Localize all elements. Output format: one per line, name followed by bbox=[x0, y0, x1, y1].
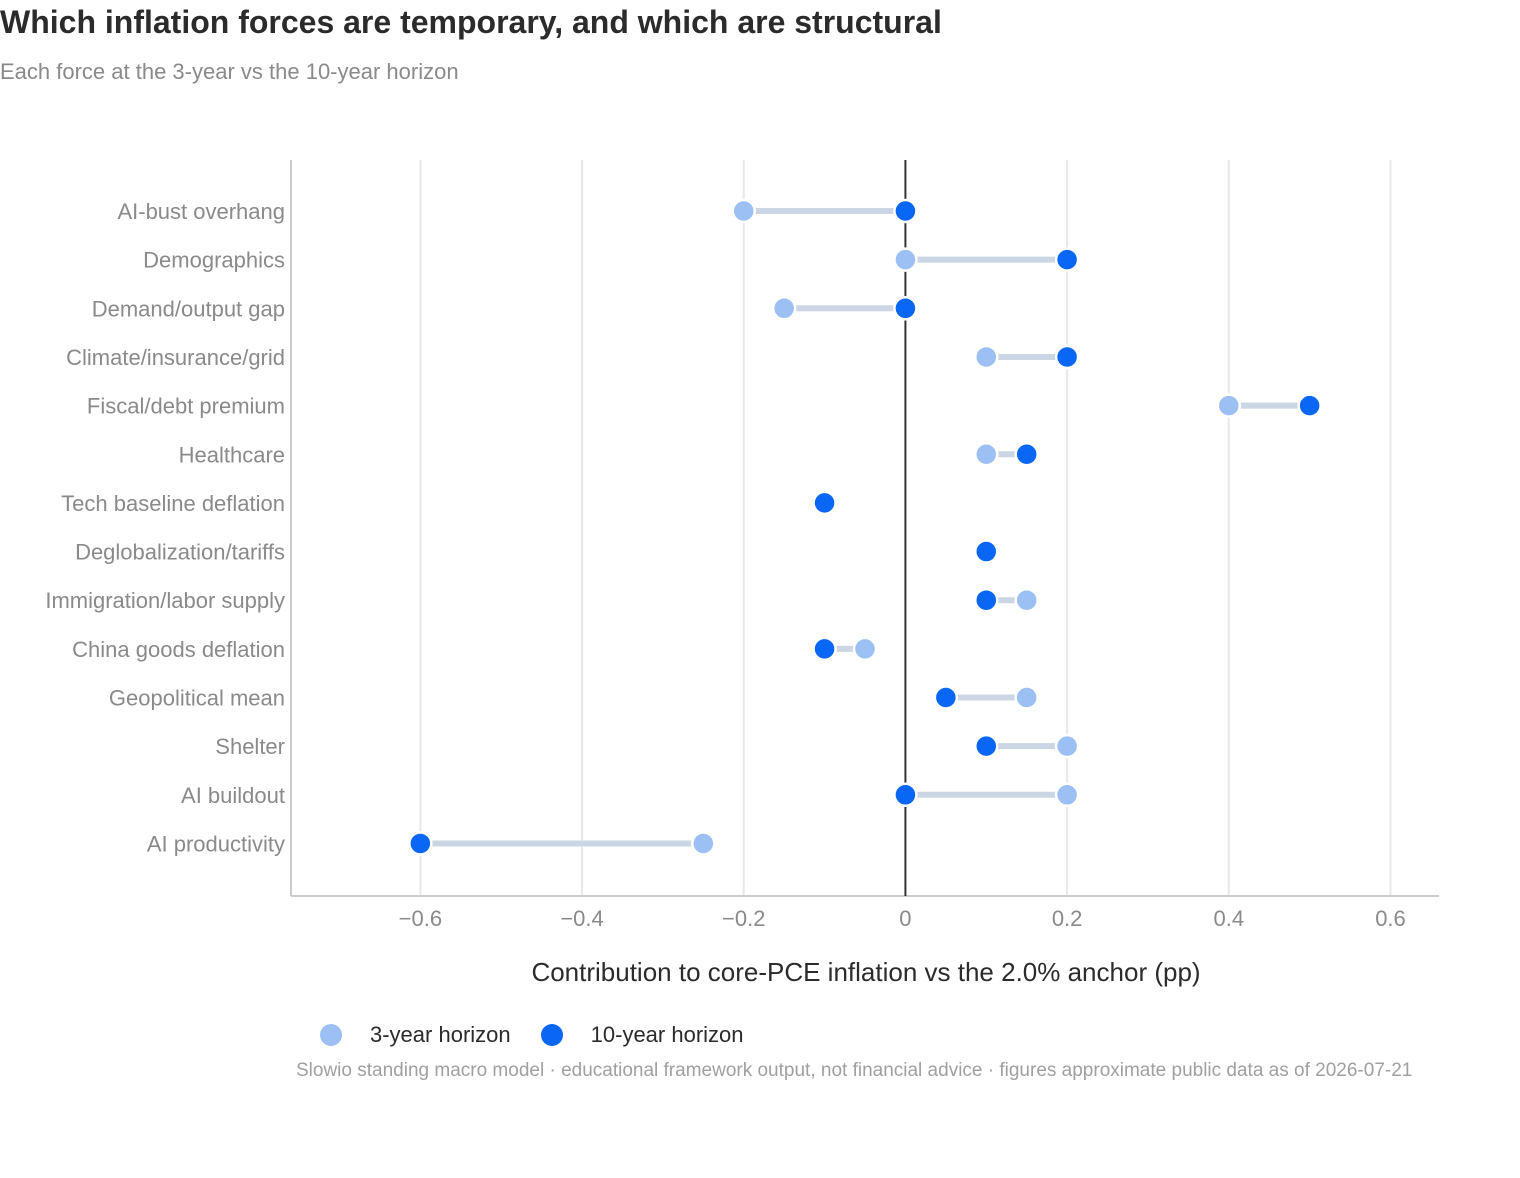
point-10-year bbox=[893, 782, 918, 808]
dumbbell-chart: −0.6 −0.4 −0.2 0 0.2 0.4 0.6 Contribution to co… bbox=[45, 160, 1439, 987]
category-label: Fiscal/debt premium bbox=[87, 394, 285, 419]
x-tick-label: 0.4 bbox=[1214, 906, 1245, 931]
point-10-year bbox=[933, 685, 959, 710]
point-10-year bbox=[974, 733, 999, 759]
category-label: AI productivity bbox=[147, 831, 285, 856]
point-10-year bbox=[893, 296, 918, 321]
point-3-year bbox=[974, 442, 999, 467]
source-footnote: Slowio standing macro model · educationa… bbox=[296, 1060, 1413, 1081]
point-3-year bbox=[1014, 587, 1039, 613]
point-10-year bbox=[1054, 344, 1080, 370]
category-label: Healthcare bbox=[179, 442, 285, 467]
point-10-year bbox=[893, 198, 918, 224]
point-3-year bbox=[893, 247, 918, 272]
x-tick-label: −0.6 bbox=[399, 906, 442, 931]
point-3-year bbox=[1216, 393, 1242, 418]
point-3-year bbox=[1054, 782, 1080, 808]
point-10-year bbox=[408, 831, 433, 856]
point-3-year bbox=[1054, 733, 1080, 759]
point-10-year bbox=[1297, 393, 1322, 418]
point-10-year bbox=[974, 587, 999, 613]
point-10-year bbox=[974, 539, 999, 564]
category-label: Geopolitical mean bbox=[109, 686, 285, 711]
x-tick-label: 0 bbox=[899, 906, 911, 931]
point-3-year bbox=[691, 831, 716, 856]
category-label: AI buildout bbox=[181, 783, 285, 808]
x-axis-title: Contribution to core-PCE inflation vs th… bbox=[531, 957, 1200, 987]
legend-marker-3-year bbox=[320, 1024, 342, 1046]
category-label: Immigration/labor supply bbox=[45, 588, 285, 613]
x-tick-label: −0.4 bbox=[560, 906, 603, 931]
point-3-year bbox=[731, 198, 756, 224]
point-10-year bbox=[1014, 442, 1039, 467]
point-3-year bbox=[1014, 685, 1039, 710]
x-tick-label: 0.2 bbox=[1052, 906, 1083, 931]
category-label: Demand/output gap bbox=[92, 296, 285, 321]
legend: 3-year horizon 10-year horizon bbox=[320, 1022, 774, 1048]
point-10-year bbox=[812, 636, 837, 662]
legend-item-10-year: 10-year horizon bbox=[540, 1022, 744, 1048]
point-10-year bbox=[1054, 247, 1080, 272]
category-label: Tech baseline deflation bbox=[61, 491, 285, 516]
category-label: China goods deflation bbox=[72, 637, 285, 662]
point-3-year bbox=[771, 296, 797, 321]
point-10-year bbox=[812, 490, 837, 516]
x-tick-label: −0.2 bbox=[722, 906, 765, 931]
category-label: AI-bust overhang bbox=[117, 199, 285, 224]
legend-item-3-year: 3-year horizon bbox=[320, 1022, 511, 1048]
chart-title: Which inflation forces are temporary, an… bbox=[0, 4, 942, 40]
legend-marker-10-year bbox=[540, 1024, 563, 1046]
category-label: Deglobalization/tariffs bbox=[75, 540, 285, 565]
category-label: Demographics bbox=[143, 248, 285, 273]
category-label: Climate/insurance/grid bbox=[66, 345, 285, 370]
point-3-year bbox=[974, 344, 999, 370]
x-tick-label: 0.6 bbox=[1375, 906, 1406, 931]
legend-label-3-year: 3-year horizon bbox=[370, 1022, 511, 1047]
legend-label-10-year: 10-year horizon bbox=[590, 1022, 744, 1047]
category-label: Shelter bbox=[215, 734, 285, 759]
chart-subtitle: Each force at the 3-year vs the 10-year … bbox=[0, 59, 459, 84]
point-3-year bbox=[852, 636, 878, 662]
